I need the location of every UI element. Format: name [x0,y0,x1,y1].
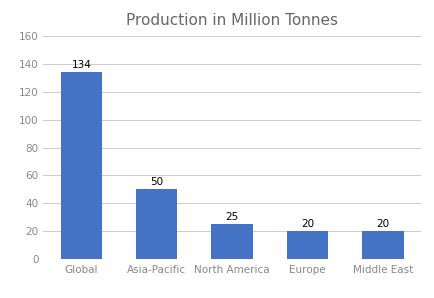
Bar [287,231,329,259]
Title: Production in Million Tonnes: Production in Million Tonnes [126,13,338,28]
Text: 25: 25 [226,212,239,222]
Text: 20: 20 [301,219,314,229]
Bar [61,72,102,259]
Text: 50: 50 [150,177,163,187]
Text: 134: 134 [71,60,91,70]
Text: 20: 20 [377,219,390,229]
Bar [362,231,404,259]
Bar [211,224,253,259]
Bar [136,190,178,259]
